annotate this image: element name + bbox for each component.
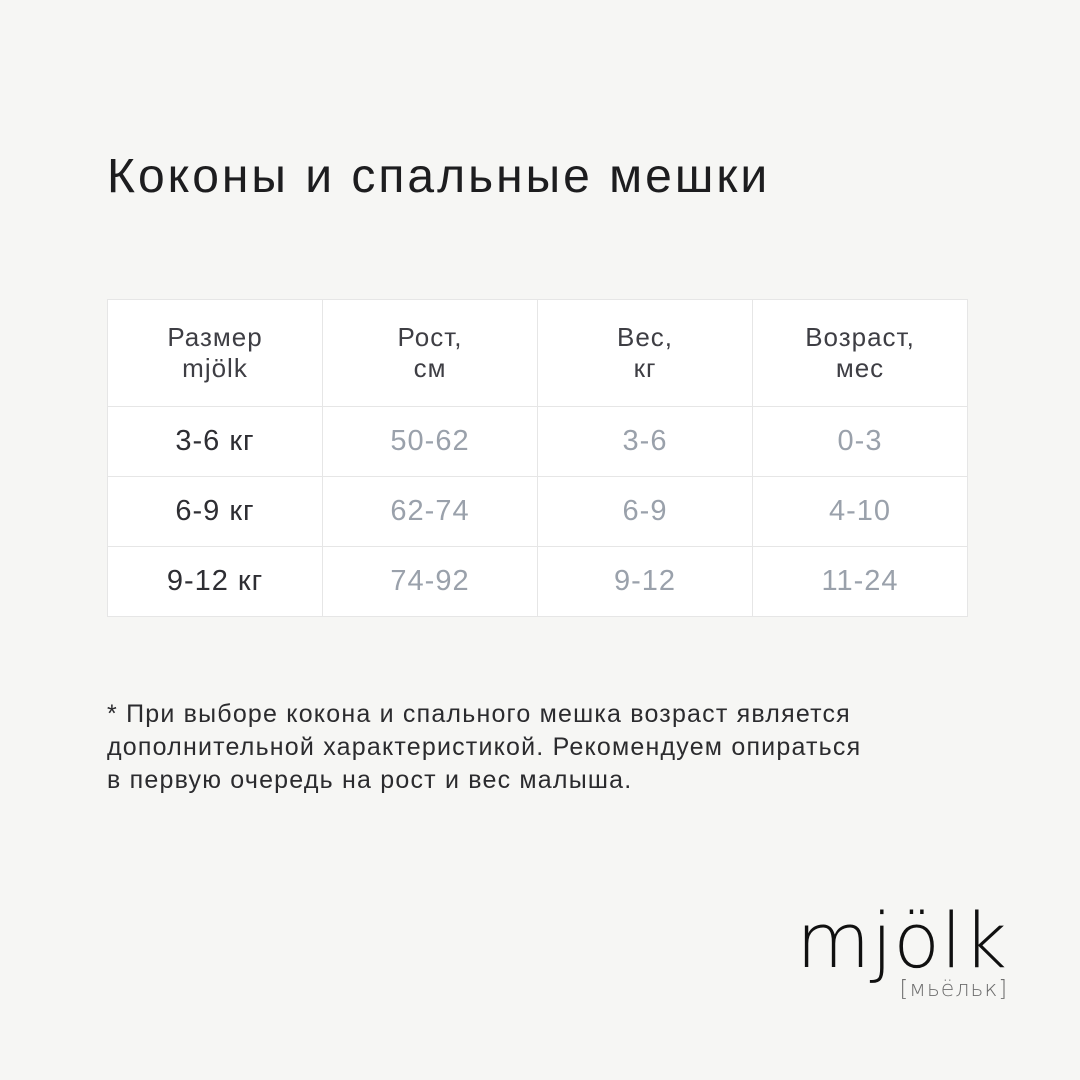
- size-table: Размер mjölk Рост, см Вес, кг Возраст, м…: [107, 299, 968, 617]
- age-cell: 11-24: [752, 546, 968, 617]
- page-title: Коконы и спальные мешки: [107, 150, 771, 203]
- footnote: * При выборе кокона и спального мешка во…: [107, 698, 861, 797]
- age-cell: 4-10: [752, 476, 968, 547]
- size-table-header: Размер mjölk Рост, см Вес, кг Возраст, м…: [107, 299, 968, 407]
- weight-cell: 6-9: [537, 476, 753, 547]
- brand-wordmark: mjölk: [796, 896, 1008, 985]
- column-header-size: Размер mjölk: [107, 299, 323, 407]
- column-header-weight-line1: Вес,: [616, 322, 674, 352]
- brand-logo: mjölk [мьёльк]: [796, 896, 1008, 1003]
- column-header-size-line1: Размер: [167, 322, 263, 352]
- age-cell: 0-3: [752, 406, 968, 477]
- table-row: 9-12 кг 74-92 9-12 11-24: [107, 546, 968, 617]
- size-table-body: 3-6 кг 50-62 3-6 0-3 6-9 кг 62-74 6-9 4-…: [107, 406, 968, 617]
- footnote-line: дополнительной характеристикой. Рекоменд…: [107, 733, 862, 761]
- height-cell: 74-92: [322, 546, 538, 617]
- brand-transcription: [мьёльк]: [899, 977, 1008, 1002]
- column-header-weight: Вес, кг: [537, 299, 753, 407]
- height-cell: 62-74: [322, 476, 538, 547]
- column-header-age-line2: мес: [835, 353, 885, 383]
- table-row: 6-9 кг 62-74 6-9 4-10: [107, 476, 968, 547]
- table-row: 3-6 кг 50-62 3-6 0-3: [107, 406, 968, 477]
- column-header-height: Рост, см: [322, 299, 538, 407]
- footnote-line: в первую очередь на рост и вес малыша.: [107, 766, 633, 794]
- weight-cell: 3-6: [537, 406, 753, 477]
- column-header-weight-line2: кг: [633, 353, 657, 383]
- size-cell: 6-9 кг: [107, 476, 323, 547]
- size-cell: 9-12 кг: [107, 546, 323, 617]
- column-header-height-line2: см: [413, 353, 447, 383]
- height-cell: 50-62: [322, 406, 538, 477]
- column-header-age-line1: Возраст,: [805, 322, 915, 352]
- footnote-line: * При выборе кокона и спального мешка во…: [107, 700, 851, 728]
- column-header-size-line2: mjölk: [182, 353, 248, 383]
- size-cell: 3-6 кг: [107, 406, 323, 477]
- column-header-age: Возраст, мес: [752, 299, 968, 407]
- header-row: Размер mjölk Рост, см Вес, кг Возраст, м…: [107, 299, 968, 407]
- column-header-height-line1: Рост,: [397, 322, 463, 352]
- weight-cell: 9-12: [537, 546, 753, 617]
